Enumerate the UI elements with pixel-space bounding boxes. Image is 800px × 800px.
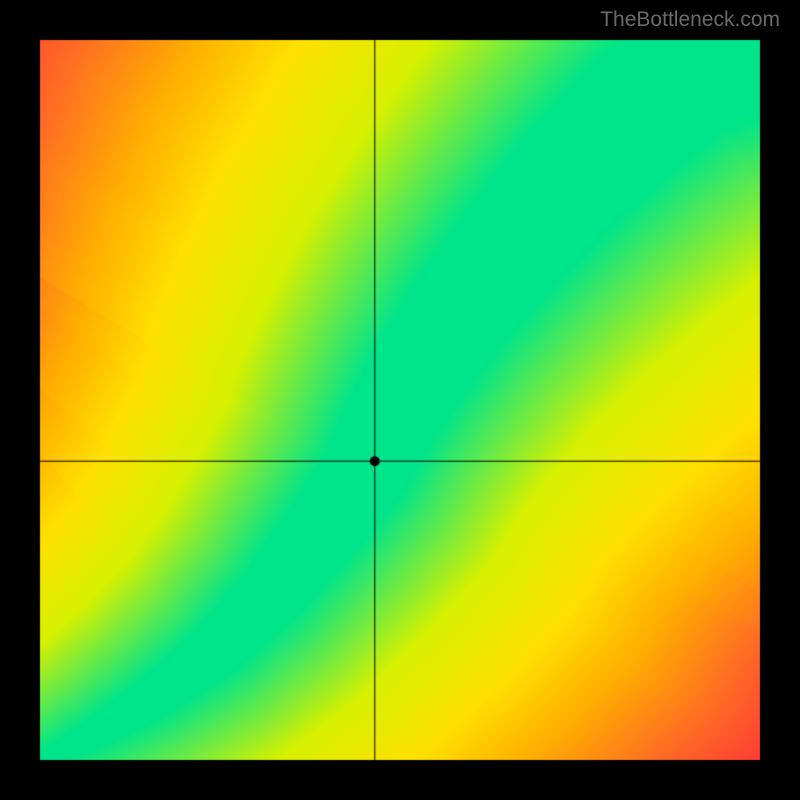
chart-container: TheBottleneck.com [0,0,800,800]
heatmap-canvas [0,0,800,800]
watermark-text: TheBottleneck.com [600,8,780,32]
